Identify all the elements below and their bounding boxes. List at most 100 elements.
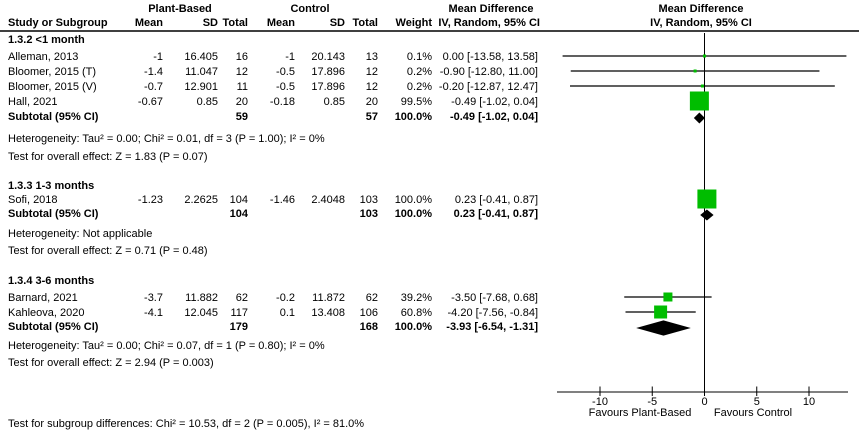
c-sd: 17.896 [311, 66, 345, 78]
weight: 0.2% [406, 66, 432, 78]
pb-sd: 12.045 [184, 307, 218, 319]
effect-square [700, 84, 704, 88]
axis-tick-label: 0 [701, 396, 708, 408]
md-estimate: -0.90 [-12.80, 11.00] [439, 66, 538, 78]
study-name: Kahleova, 2020 [8, 307, 85, 319]
c-mean: -1 [285, 51, 295, 63]
md-estimate: -4.20 [-7.56, -0.84] [447, 307, 539, 319]
c-mean: -0.2 [276, 292, 295, 304]
pooled-diamond [636, 320, 691, 336]
c-total: 13 [365, 51, 378, 63]
c-total: 12 [365, 66, 378, 78]
pb-mean: -0.7 [144, 81, 163, 93]
study-name: Alleman, 2013 [8, 51, 79, 63]
col-header-c-total: Total [352, 17, 378, 29]
pb-sd: 0.85 [196, 96, 218, 108]
axis-tick-label: -5 [647, 396, 658, 408]
heterogeneity-text: Heterogeneity: Tau² = 0.00; Chi² = 0.07,… [8, 340, 325, 352]
c-sd: 2.4048 [311, 194, 345, 206]
pb-total: 20 [235, 96, 248, 108]
effect-square [703, 54, 706, 58]
pb-total: 62 [235, 292, 248, 304]
md-column-title: Mean Difference [448, 3, 534, 15]
subtotal-c-total: 168 [359, 321, 378, 333]
study-name: Barnard, 2021 [8, 292, 78, 304]
md-estimate: -3.50 [-7.68, 0.68] [451, 292, 538, 304]
subtotal-label: Subtotal (95% CI) [8, 321, 99, 333]
c-sd: 0.85 [323, 96, 345, 108]
pb-mean: -1.4 [144, 66, 163, 78]
favours-right-label: Favours Control [713, 407, 793, 419]
pb-mean: -3.7 [144, 292, 163, 304]
effect-square [663, 292, 673, 302]
effect-square [697, 189, 717, 209]
subtotal-md-estimate: 0.23 [-0.41, 0.87] [453, 208, 538, 220]
subtotal-pb-total: 59 [235, 111, 248, 123]
c-total: 103 [359, 194, 378, 206]
subtotal-weight: 100.0% [394, 208, 432, 220]
study-name: Bloomer, 2015 (T) [8, 66, 97, 78]
md-estimate: 0.23 [-0.41, 0.87] [454, 194, 538, 206]
overall-effect-text: Test for overall effect: Z = 0.71 (P = 0… [8, 245, 208, 257]
study-name: Bloomer, 2015 (V) [8, 81, 97, 93]
col-header-weight: Weight [395, 17, 432, 29]
weight: 99.5% [400, 96, 432, 108]
effect-square [689, 91, 709, 111]
c-total: 12 [365, 81, 378, 93]
subtotal-md-estimate: -0.49 [-1.02, 0.04] [449, 111, 538, 123]
pooled-diamond [700, 209, 714, 221]
subtotal-label: Subtotal (95% CI) [8, 208, 99, 220]
col-header-study: Study or Subgroup [8, 17, 108, 29]
study-name: Hall, 2021 [8, 96, 58, 108]
subgroup-title: 1.3.3 1-3 months [8, 180, 95, 192]
md-estimate: -0.49 [-1.02, 0.04] [451, 96, 538, 108]
subgroup-title: 1.3.2 <1 month [8, 34, 85, 46]
overall-effect-text: Test for overall effect: Z = 1.83 (P = 0… [8, 151, 208, 163]
col-header-c-sd: SD [329, 17, 345, 29]
pb-total: 11 [236, 81, 248, 93]
subtotal-weight: 100.0% [394, 111, 432, 123]
c-sd: 20.143 [311, 51, 345, 63]
subtotal-c-total: 103 [359, 208, 378, 220]
weight: 0.1% [406, 51, 432, 63]
col-header-pb-sd: SD [202, 17, 218, 29]
col-header-pb-mean: Mean [134, 17, 163, 29]
effect-square [654, 305, 668, 319]
pb-sd: 11.882 [185, 292, 218, 304]
subgroup-difference-test: Test for subgroup differences: Chi² = 10… [8, 418, 365, 430]
md-plot-title: Mean Difference [658, 3, 744, 15]
pb-sd: 11.047 [185, 66, 218, 78]
pb-mean: -1 [153, 51, 163, 63]
subtotal-label: Subtotal (95% CI) [8, 111, 99, 123]
c-sd: 13.408 [311, 307, 345, 319]
pooled-diamond [693, 112, 705, 124]
group-header-plant-based: Plant-Based [148, 3, 212, 15]
pb-total: 12 [235, 66, 248, 78]
pb-mean: -4.1 [144, 307, 163, 319]
c-mean: -0.18 [269, 96, 295, 108]
subtotal-pb-total: 179 [229, 321, 248, 333]
subgroup-title: 1.3.4 3-6 months [8, 275, 95, 287]
pb-sd: 16.405 [184, 51, 218, 63]
c-mean: 0.1 [279, 307, 295, 319]
weight: 60.8% [400, 307, 432, 319]
weight: 39.2% [400, 292, 432, 304]
study-name: Sofi, 2018 [8, 194, 58, 206]
md-plot-subtitle: IV, Random, 95% CI [650, 17, 752, 29]
pb-sd: 12.901 [184, 81, 218, 93]
subtotal-pb-total: 104 [229, 208, 248, 220]
c-mean: -0.5 [276, 81, 295, 93]
pb-total: 104 [229, 194, 248, 206]
subtotal-md-estimate: -3.93 [-6.54, -1.31] [446, 321, 538, 333]
weight: 0.2% [406, 81, 432, 93]
col-header-pb-total: Total [222, 17, 248, 29]
heterogeneity-text: Heterogeneity: Not applicable [8, 228, 153, 240]
favours-left-label: Favours Plant-Based [588, 407, 692, 419]
overall-effect-text: Test for overall effect: Z = 2.94 (P = 0… [8, 357, 214, 369]
c-total: 62 [365, 292, 378, 304]
md-estimate: 0.00 [-13.58, 13.58] [442, 51, 538, 63]
group-header-control: Control [290, 3, 330, 15]
effect-square [693, 69, 697, 73]
